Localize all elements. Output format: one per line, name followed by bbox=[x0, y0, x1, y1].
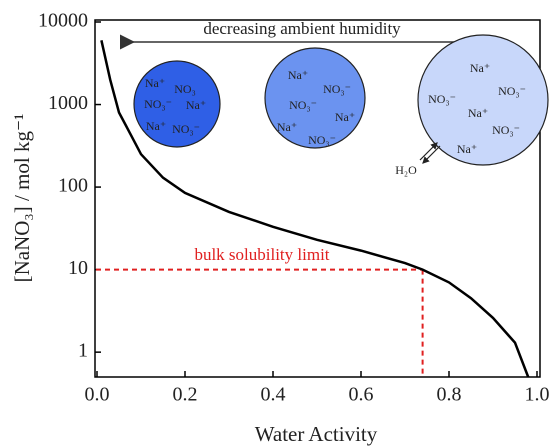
x-tick-label: 0.2 bbox=[173, 384, 198, 406]
ion-label: NO₃⁻ bbox=[289, 98, 317, 112]
data-line bbox=[100, 40, 530, 378]
y-axis-label: [NaNO₃] / mol kg⁻¹ bbox=[10, 114, 34, 283]
x-tick-label: 0.6 bbox=[349, 384, 374, 406]
ion-label: Na⁺ bbox=[146, 119, 166, 133]
ion-label: NO₃⁻ bbox=[428, 92, 456, 106]
ion-label: Na⁺ bbox=[186, 98, 206, 112]
ion-label: NO₃⁻ bbox=[323, 82, 351, 96]
y-tick-label: 10 bbox=[68, 257, 88, 279]
solubility-label: bulk solubility limit bbox=[194, 245, 329, 264]
x-tick-label: 0.8 bbox=[437, 384, 462, 406]
y-tick-label: 10000 bbox=[38, 10, 88, 32]
y-tick-label: 1000 bbox=[48, 92, 88, 114]
particle bbox=[133, 60, 221, 148]
ion-label: Na⁺ bbox=[277, 120, 297, 134]
ion-label: NO₃⁻ bbox=[144, 97, 172, 111]
ion-label: NO₃ bbox=[174, 82, 196, 96]
x-tick-label: 0.0 bbox=[85, 384, 110, 406]
x-tick-label: 1.0 bbox=[525, 384, 550, 406]
water-arrow bbox=[422, 145, 441, 164]
ion-label: Na⁺ bbox=[457, 142, 477, 156]
y-tick-label: 100 bbox=[58, 175, 88, 197]
ion-label: NO₃⁻ bbox=[498, 84, 526, 98]
plot-frame bbox=[94, 19, 541, 378]
ion-label: Na⁺ bbox=[145, 76, 165, 90]
water-label: H₂O bbox=[395, 163, 417, 177]
arrow-label: decreasing ambient humidity bbox=[203, 19, 401, 38]
particle bbox=[264, 47, 366, 149]
ion-label: Na⁺ bbox=[468, 106, 488, 120]
y-tick-label: 1 bbox=[78, 340, 88, 362]
ion-label: NO₃⁻ bbox=[172, 122, 200, 136]
x-axis-label: Water Activity bbox=[255, 422, 378, 446]
ion-label: Na⁺ bbox=[288, 68, 308, 82]
ion-label: NO₃⁻ bbox=[492, 123, 520, 137]
ion-label: NO₃⁻ bbox=[308, 133, 336, 147]
ion-label: Na⁺ bbox=[335, 110, 355, 124]
particle bbox=[417, 34, 549, 166]
ion-label: Na⁺ bbox=[470, 61, 490, 75]
x-tick-label: 0.4 bbox=[261, 384, 286, 406]
